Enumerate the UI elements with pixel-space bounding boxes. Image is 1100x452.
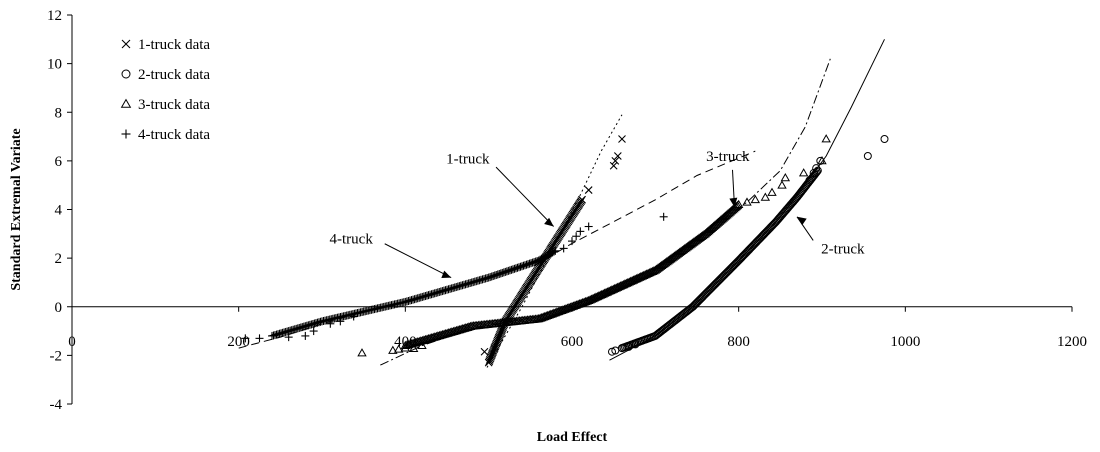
data-point: [480, 347, 489, 356]
legend-marker: [120, 98, 132, 108]
data-point: [400, 343, 411, 352]
data-point: [336, 317, 345, 326]
data-point: [821, 134, 831, 143]
x-axis-title: Load Effect: [537, 430, 608, 445]
legend-label: 3-truck data: [138, 97, 210, 113]
data-point: [576, 227, 585, 236]
x-tick-label: 0: [68, 334, 76, 350]
data-point: [811, 169, 820, 178]
annotation-arrow-head: [441, 270, 452, 279]
data-point: [549, 247, 558, 256]
data-point: [780, 173, 791, 182]
x-tick-labels: 0 200 400 600 800 1000 1200: [68, 334, 1087, 350]
annotation-arrow-head: [797, 216, 807, 226]
data-point: [388, 345, 398, 354]
legend-marker: [121, 69, 131, 79]
annotation-arrow-head: [544, 217, 554, 227]
x-tick-label: 1200: [1057, 334, 1087, 350]
y-tick-label: 4: [55, 203, 63, 219]
legend-marker: [121, 39, 131, 49]
data-point: [798, 168, 809, 177]
data-point: [733, 199, 744, 209]
annotation-3-truck: 3-truck: [706, 149, 750, 165]
data-point: [767, 187, 777, 196]
data-point: [817, 156, 827, 165]
x-tick-label: 800: [727, 334, 750, 350]
data-point: [805, 176, 814, 185]
data-point: [572, 232, 581, 241]
data-series: [241, 134, 889, 367]
series-3-truck-data: [357, 134, 831, 357]
y-tick-label: 2: [55, 251, 63, 267]
data-point: [732, 200, 743, 210]
legend-label: 1-truck data: [138, 37, 210, 53]
data-point: [613, 152, 622, 160]
annotation-arrow-line: [495, 166, 555, 227]
data-point: [777, 180, 787, 189]
data-point: [659, 212, 668, 221]
data-point: [357, 348, 367, 357]
y-tick-label: 0: [55, 300, 63, 316]
fit-line-3-truck: [534, 150, 756, 266]
data-point: [393, 344, 404, 353]
data-point: [812, 164, 821, 173]
data-point: [809, 169, 818, 178]
series-4-truck-data: [241, 212, 668, 343]
data-point: [609, 161, 618, 170]
data-point: [584, 186, 593, 194]
data-point: [578, 195, 586, 204]
data-point: [742, 197, 752, 206]
legend-label: 4-truck data: [138, 127, 210, 143]
y-tick-label: 6: [55, 154, 63, 170]
series-2-truck-data: [608, 134, 889, 356]
data-point: [813, 166, 822, 175]
data-point: [490, 344, 499, 352]
y-tick-label: -2: [50, 348, 63, 364]
data-point: [559, 244, 568, 253]
data-point: [608, 347, 616, 356]
y-tick-label: 8: [55, 105, 63, 121]
annotation-arrow-head: [729, 197, 738, 208]
data-point: [301, 331, 310, 340]
data-point: [611, 156, 620, 165]
data-point: [631, 340, 640, 349]
x-tick-label: 200: [227, 334, 250, 350]
data-point: [618, 135, 626, 143]
data-point: [284, 333, 293, 342]
data-point: [863, 152, 872, 161]
y-tick-label: 12: [47, 8, 62, 24]
data-point: [551, 246, 560, 255]
data-point: [349, 312, 358, 321]
data-point: [255, 334, 264, 343]
y-tick-label: -4: [50, 397, 63, 413]
x-tick-label: 1000: [890, 334, 920, 350]
legend-marker: [121, 129, 131, 139]
data-point: [568, 237, 576, 246]
data-point: [417, 340, 427, 350]
annotations: 1-truck 2-truck 3-truck 4-truck: [330, 149, 865, 279]
data-point: [241, 334, 250, 343]
y-axis-title: Standard Extremal Variate: [9, 128, 24, 290]
annotation-2-truck: 2-truck: [821, 241, 865, 257]
annotation-4-truck: 4-truck: [330, 232, 374, 248]
y-tick-label: 10: [47, 57, 62, 73]
data-point: [408, 343, 419, 352]
legend-label: 2-truck data: [138, 67, 210, 83]
data-point: [760, 192, 771, 201]
data-point: [584, 222, 593, 231]
annotation-arrow-line: [384, 243, 452, 279]
fit-line-2-truck: [609, 39, 885, 361]
data-point: [880, 134, 889, 143]
fit-line-3-truck: [380, 58, 831, 366]
y-tick-labels: -4 -2 0 2 4 6 8 10 12: [47, 8, 63, 413]
x-tick-label: 600: [561, 334, 584, 350]
data-point: [326, 319, 335, 328]
data-point: [750, 194, 761, 204]
data-point: [309, 327, 318, 336]
fit-line-1-truck: [486, 114, 623, 368]
annotation-1-truck: 1-truck: [446, 151, 490, 167]
legend: 1-truck data 2-truck data 3-truck data 4-tr…: [120, 37, 210, 143]
